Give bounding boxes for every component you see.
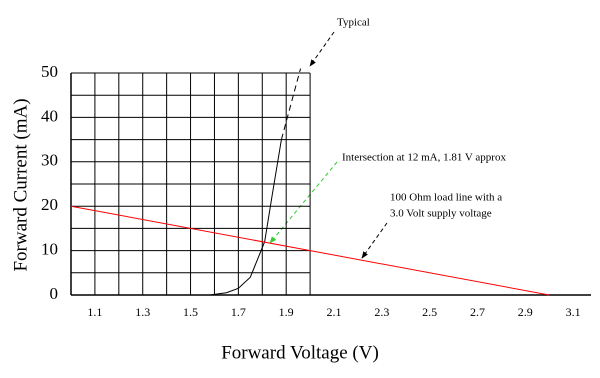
x-tick-label: 2.9 [518,305,533,319]
x-tick-label: 1.9 [279,305,294,319]
x-tick-label: 1.7 [231,305,246,319]
data-line [70,205,550,296]
x-tick-label: 2.3 [374,305,389,319]
x-tick-label: 1.5 [183,305,198,319]
x-tick-label: 2.1 [327,305,342,319]
annotation: Intersection at 12 mA, 1.81 V approx [342,152,506,164]
y-tick-label: 30 [41,151,58,170]
y-tick-label: 50 [41,62,58,81]
annotation-arrow [361,222,388,259]
x-tick-label: 1.3 [135,305,150,319]
annotation: Typical [337,17,370,29]
annotation: 3.0 Volt supply voltage [390,208,492,220]
x-tick-label: 3.1 [566,305,581,319]
annotation-arrow [309,31,335,67]
y-tick-label: 20 [41,195,58,214]
y-axis-title: Forward Current (mA) [10,98,31,271]
y-tick-label: 10 [41,240,58,259]
y-tick-label: 0 [50,284,59,303]
annotation: 100 Ohm load line with a [390,192,502,204]
x-axis-title: Forward Voltage (V) [221,342,379,363]
data-line [209,139,282,296]
data-line [280,68,302,140]
annotation-arrow [269,161,338,244]
x-tick-label: 2.7 [470,305,485,319]
y-tick-label: 40 [41,106,58,125]
x-tick-label: 2.5 [422,305,437,319]
x-tick-label: 1.1 [87,305,102,319]
